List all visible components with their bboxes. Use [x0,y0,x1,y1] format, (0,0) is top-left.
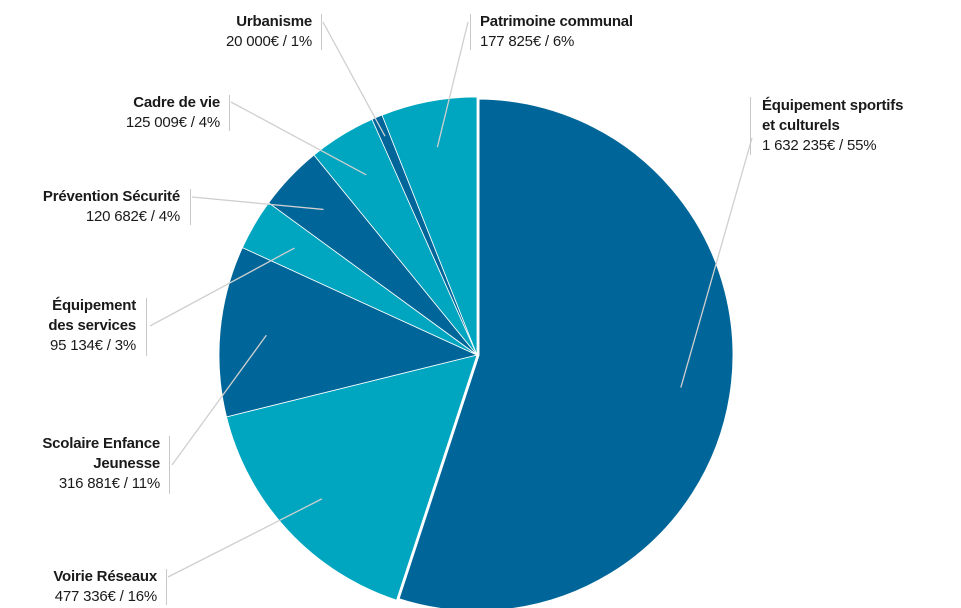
label-bar [146,298,148,356]
leader-line [167,498,323,578]
slice-name-line1: Équipement sportifs [762,97,904,114]
slice-value: 95 134€ / 3% [49,337,136,354]
label-bar [229,95,231,131]
leader-line [436,21,469,148]
label-bar [750,97,752,155]
label-cadre-de-vie: Cadre de vie 125 009€ / 4% [126,93,220,133]
slice-value: 120 682€ / 4% [85,208,180,225]
label-equipement-sportifs: Équipement sportifs et culturels 1 632 2… [762,96,903,156]
label-equipement-services: Équipement des services 95 134€ / 3% [48,296,136,356]
slice-value: 316 881€ / 11% [58,475,160,492]
slice-name-line2: et culturels [762,117,840,134]
slice-name-line1: Équipement [52,297,136,314]
leader-line [149,247,295,327]
leader-line [680,137,753,388]
label-bar [190,189,192,225]
label-voirie: Voirie Réseaux 477 336€ / 16% [53,567,157,607]
label-prevention: Prévention Sécurité 120 682€ / 4% [43,187,180,227]
slice-name: Urbanisme [236,13,312,30]
leader-line [322,21,386,137]
slice-value: 477 336€ / 16% [54,588,158,605]
slice-name-line2: des services [48,317,136,334]
pie-slice [226,354,478,601]
label-scolaire: Scolaire Enfance Jeunesse 316 881€ / 11% [42,434,160,494]
leader-line [191,196,324,211]
slice-value: 125 009€ / 4% [125,114,220,131]
slice-name-line2: Jeunesse [93,455,160,472]
leader-line [171,334,267,466]
slice-name: Cadre de vie [133,94,220,111]
leader-line [230,101,367,176]
label-bar [470,14,472,50]
label-urbanisme: Urbanisme 20 000€ / 1% [226,12,312,52]
label-bar [169,436,171,494]
pie-slice [218,247,479,418]
slice-name: Voirie Réseaux [53,568,157,585]
label-bar [321,14,323,50]
slice-name: Prévention Sécurité [42,188,180,205]
pie-slice [393,94,738,608]
slice-value: 177 825€ / 6% [480,33,575,50]
slice-name-line1: Scolaire Enfance [42,435,160,452]
leader-lines [149,21,753,578]
pie-slice [381,96,478,356]
label-patrimoine: Patrimoine communal 177 825€ / 6% [480,12,633,52]
pie-slices [218,94,738,608]
slice-value: 1 632 235€ / 55% [762,137,877,154]
slice-name: Patrimoine communal [480,13,633,30]
label-bar [166,569,168,605]
slice-value: 20 000€ / 1% [225,33,312,50]
